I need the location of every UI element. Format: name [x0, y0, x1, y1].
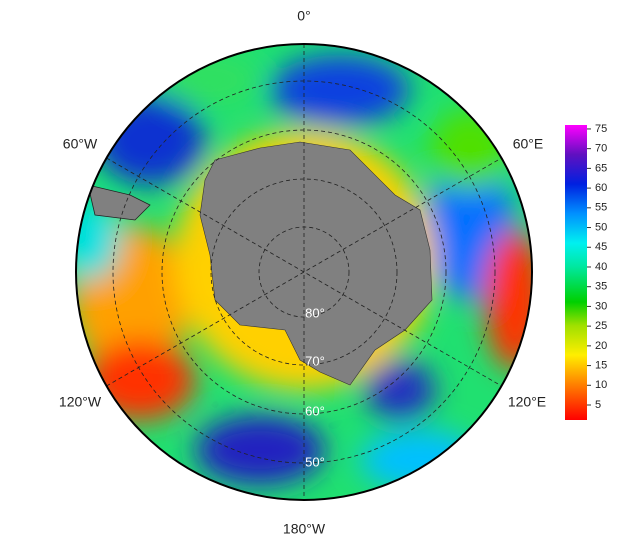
- lon-label: 60°W: [63, 136, 98, 152]
- colorbar-tick-label: 35: [595, 281, 607, 293]
- colorbar-tick-label: 30: [595, 300, 607, 312]
- colorbar-tick-label: 55: [595, 202, 607, 214]
- lat-label: 50°: [305, 454, 325, 469]
- lat-label: 60°: [305, 403, 325, 418]
- antarctica: [199, 141, 433, 386]
- colorbar-tick-label: 45: [595, 241, 607, 253]
- graticule: [106, 44, 502, 500]
- lon-label: 180°W: [283, 521, 326, 537]
- colorbar-tick-label: 40: [595, 261, 607, 273]
- colorbar-tick-label: 75: [595, 123, 607, 135]
- colorbar-tick-label: 10: [595, 379, 607, 391]
- colorbar-tick-label: 60: [595, 182, 607, 194]
- lat-label: 80°: [305, 305, 325, 320]
- lon-label: 120°W: [59, 394, 102, 410]
- lon-label: 60°E: [513, 136, 544, 152]
- colorbar-tick-label: 70: [595, 143, 607, 155]
- colorbar-tick-label: 50: [595, 221, 607, 233]
- colorbar-tick-label: 65: [595, 162, 607, 174]
- lon-label: 120°E: [508, 394, 546, 410]
- colorbar-tick-label: 25: [595, 320, 607, 332]
- lat-label: 70°: [305, 353, 325, 368]
- colorbar: [565, 125, 587, 420]
- lon-label: 0°: [297, 8, 310, 24]
- colorbar-tick-label: 20: [595, 340, 607, 352]
- colorbar-tick-label: 5: [595, 399, 601, 411]
- map-border: [75, 43, 533, 501]
- colorbar-tick-label: 15: [595, 359, 607, 371]
